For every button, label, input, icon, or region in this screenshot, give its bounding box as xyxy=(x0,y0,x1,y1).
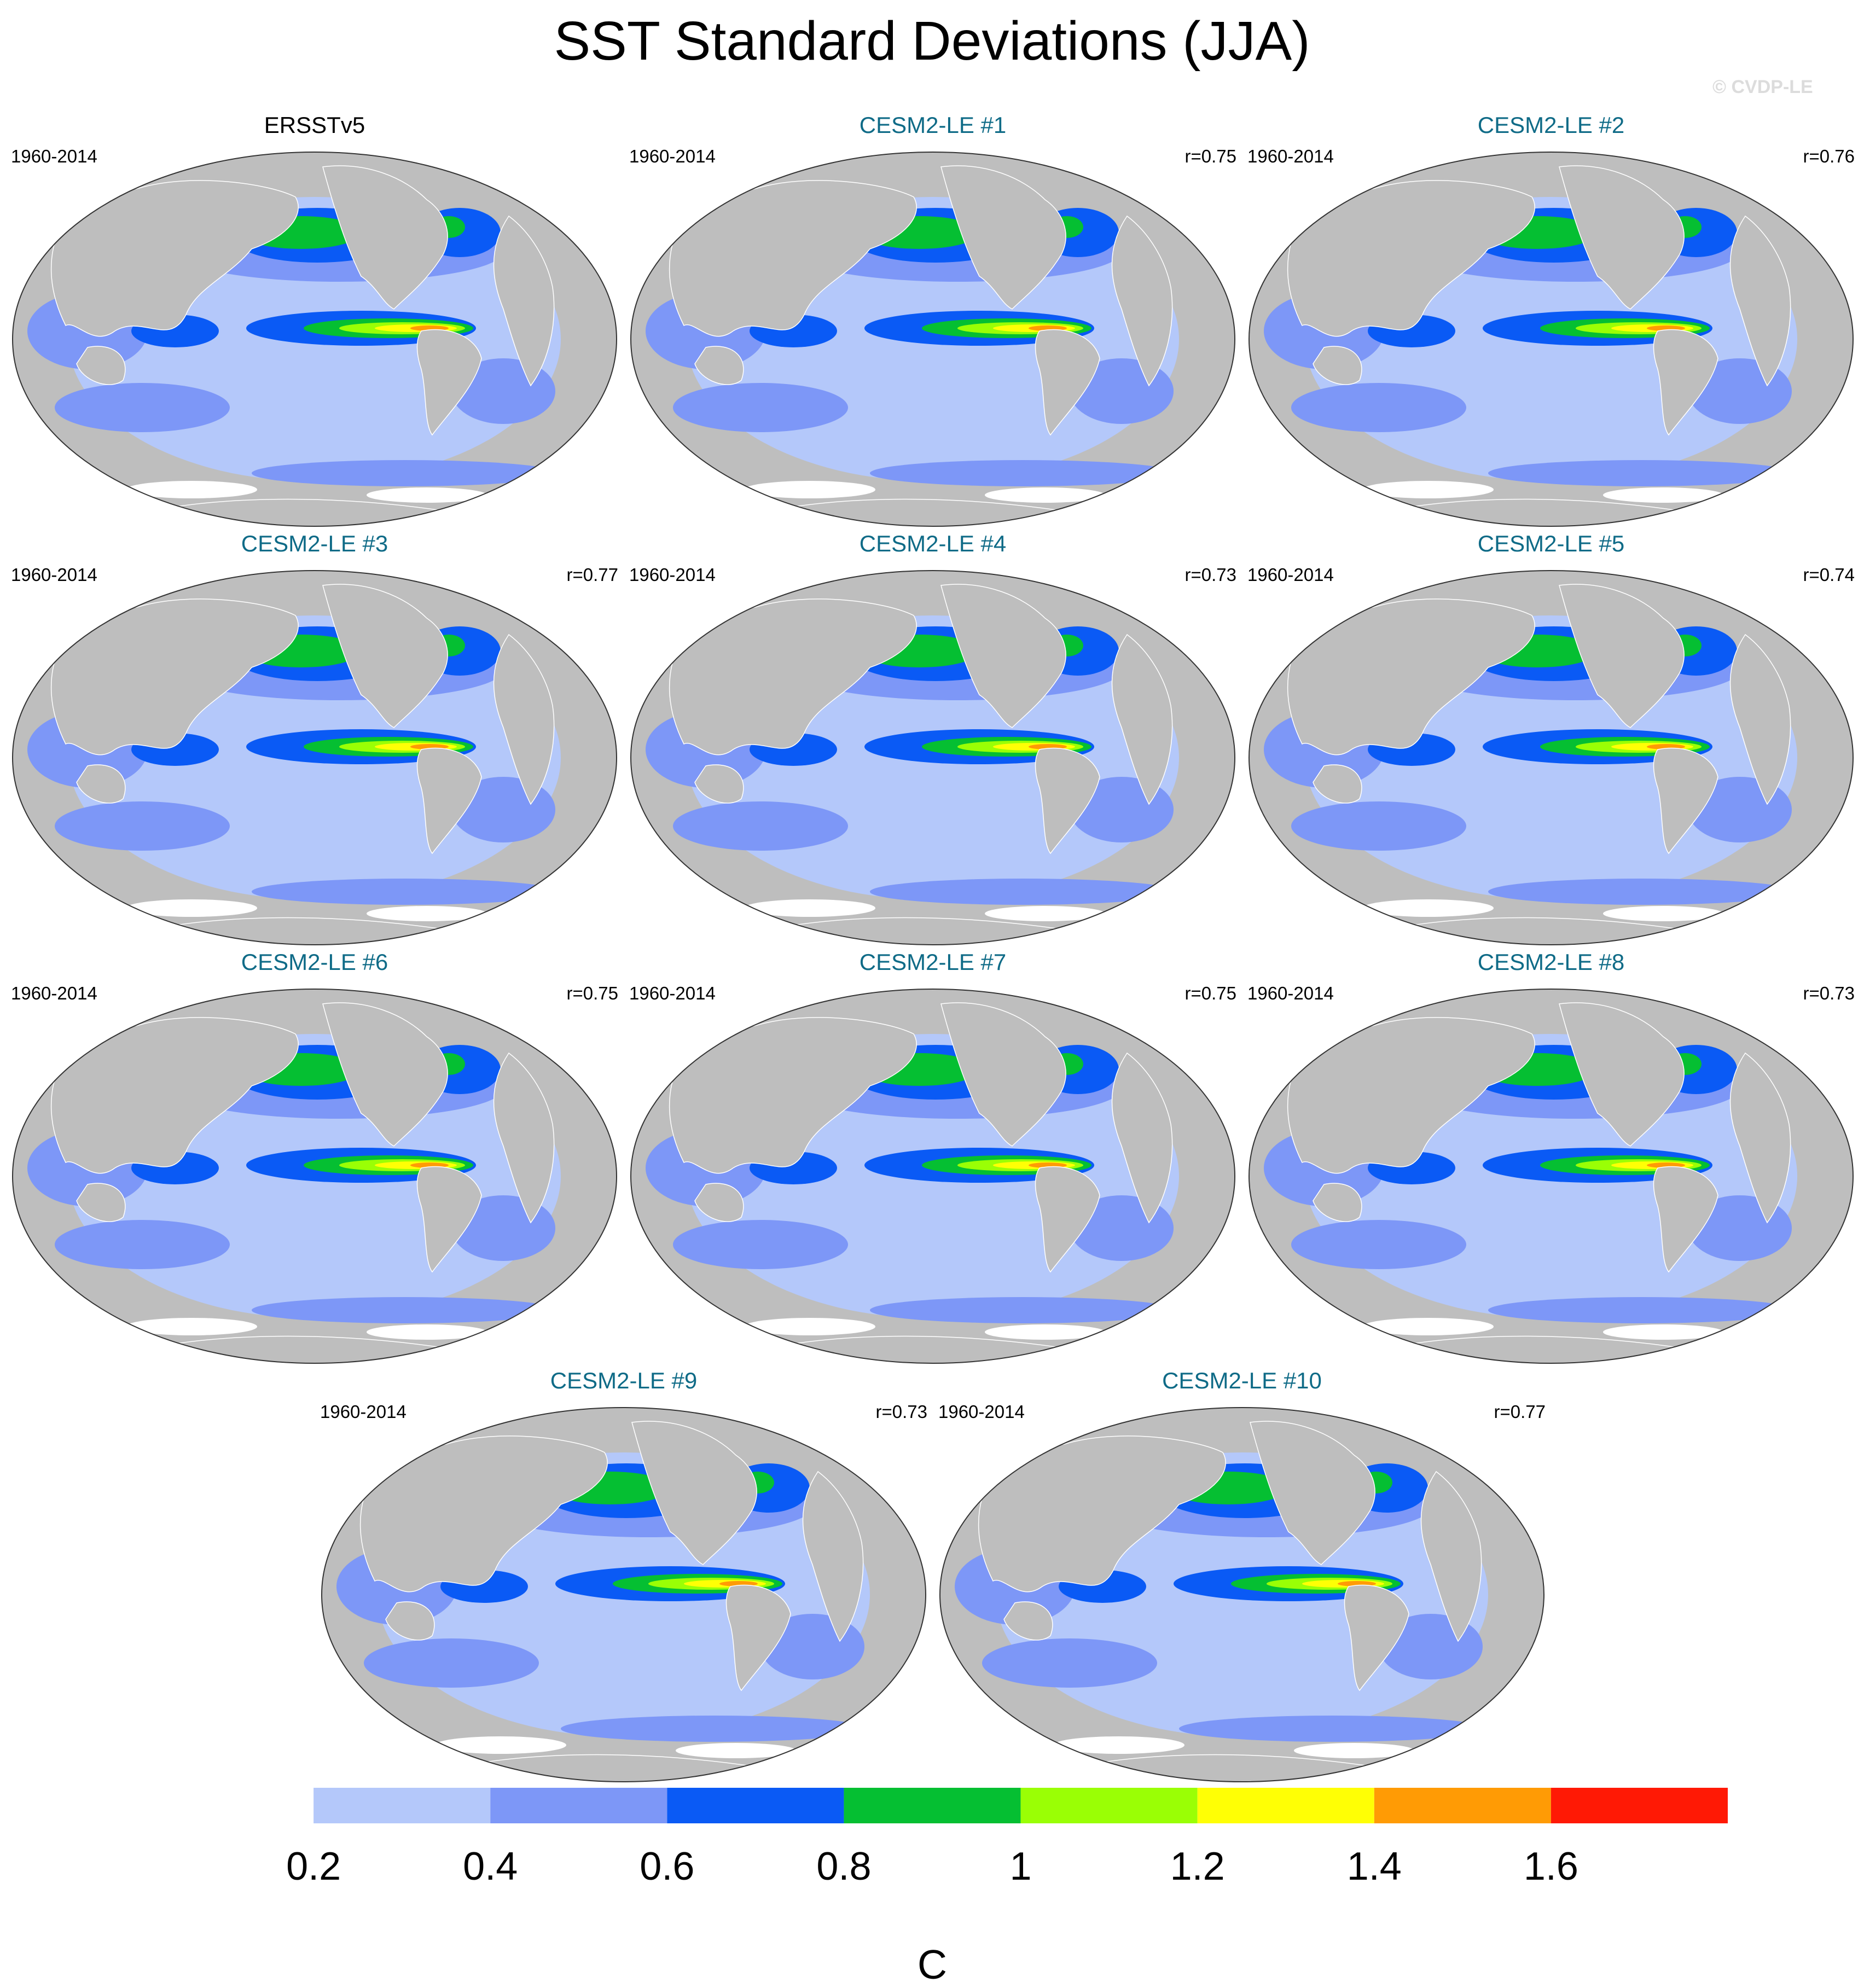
panel-period: 1960-2014 xyxy=(1247,983,1334,1003)
panel-title: CESM2-LE #10 xyxy=(1162,1368,1322,1393)
colorbar-swatch xyxy=(667,1788,844,1823)
panel-correlation: r=0.75 xyxy=(1184,146,1237,166)
sst-map xyxy=(630,989,1235,1364)
map-outline xyxy=(321,1407,926,1782)
colorbar-tick-label: 1 xyxy=(1010,1845,1032,1888)
page-title: SST Standard Deviations (JJA) xyxy=(554,10,1310,72)
sst-map xyxy=(12,570,617,945)
map-panel: CESM2-LE #8 1960-2014 r=0.73 xyxy=(1247,949,1855,1365)
colorbar-swatch xyxy=(137,1788,314,1823)
colorbar-swatch xyxy=(1551,1788,1728,1823)
map-outline xyxy=(1249,152,1854,527)
panel-title: CESM2-LE #5 xyxy=(1477,531,1625,556)
panel-title: CESM2-LE #3 xyxy=(241,531,388,556)
colorbar-graphic: 0.2 0.4 0.6 0.8 1 1.2 1.4 1.6 xyxy=(137,1788,1728,1888)
panel-title: CESM2-LE #7 xyxy=(859,949,1007,975)
map-outline xyxy=(12,152,617,527)
panel-period: 1960-2014 xyxy=(11,565,97,585)
panel-correlation: r=0.77 xyxy=(566,565,619,585)
colorbar-swatch xyxy=(1197,1788,1374,1823)
map-outline xyxy=(630,989,1235,1364)
colorbar-tick-label: 0.4 xyxy=(463,1845,518,1888)
colorbar-swatch xyxy=(844,1788,1021,1823)
colorbar-swatch xyxy=(313,1788,491,1823)
colorbar-unit: C xyxy=(917,1942,948,1987)
panel-title: CESM2-LE #2 xyxy=(1477,112,1625,138)
panel-title: CESM2-LE #1 xyxy=(859,112,1007,138)
sst-map xyxy=(1249,152,1854,527)
map-outline xyxy=(630,570,1235,945)
map-panel: CESM2-LE #9 1960-2014 r=0.73 xyxy=(320,1368,927,1783)
colorbar: 0.2 0.4 0.6 0.8 1 1.2 1.4 1.6 C xyxy=(137,1788,1728,1987)
map-panel: CESM2-LE #3 1960-2014 r=0.77 xyxy=(11,531,618,946)
map-outline xyxy=(12,989,617,1364)
map-panel: ERSSTv5 1960-2014 xyxy=(11,112,618,528)
colorbar-tick-label: 1.4 xyxy=(1347,1845,1402,1888)
sst-map xyxy=(12,989,617,1364)
colorbar-tick-label: 0.8 xyxy=(816,1845,871,1888)
colorbar-swatch xyxy=(1020,1788,1198,1823)
colorbar-swatch xyxy=(1374,1788,1551,1823)
panel-correlation: r=0.77 xyxy=(1494,1402,1546,1422)
panel-title: CESM2-LE #4 xyxy=(859,531,1007,556)
panel-title: CESM2-LE #6 xyxy=(241,949,388,975)
panel-correlation: r=0.75 xyxy=(566,983,619,1003)
map-panel: CESM2-LE #6 1960-2014 r=0.75 xyxy=(11,949,618,1365)
panel-period: 1960-2014 xyxy=(1247,565,1334,585)
sst-map xyxy=(12,152,617,527)
panel-correlation: r=0.76 xyxy=(1803,146,1855,166)
map-panel: CESM2-LE #4 1960-2014 r=0.73 xyxy=(629,531,1236,946)
colorbar-swatch xyxy=(490,1788,667,1823)
sst-map xyxy=(630,152,1235,527)
panel-title: ERSSTv5 xyxy=(264,112,365,138)
panel-period: 1960-2014 xyxy=(11,146,97,166)
panel-correlation: r=0.73 xyxy=(875,1402,928,1422)
map-panel: CESM2-LE #7 1960-2014 r=0.75 xyxy=(629,949,1236,1365)
map-outline xyxy=(939,1407,1544,1782)
map-panel: CESM2-LE #2 1960-2014 r=0.76 xyxy=(1247,112,1855,528)
sst-map xyxy=(321,1407,926,1782)
panel-correlation: r=0.74 xyxy=(1803,565,1855,585)
map-panel: CESM2-LE #5 1960-2014 r=0.74 xyxy=(1247,531,1855,946)
colorbar-tick-label: 0.2 xyxy=(286,1845,341,1888)
colorbar-tick-label: 1.2 xyxy=(1170,1845,1225,1888)
panel-correlation: r=0.73 xyxy=(1803,983,1855,1003)
sst-map xyxy=(1249,989,1854,1364)
map-outline xyxy=(1249,989,1854,1364)
sst-map xyxy=(630,570,1235,945)
panel-period: 1960-2014 xyxy=(629,983,716,1003)
sst-map xyxy=(1249,570,1854,945)
panel-period: 1960-2014 xyxy=(938,1402,1025,1422)
panel-correlation: r=0.73 xyxy=(1184,565,1237,585)
panel-title: CESM2-LE #9 xyxy=(550,1368,698,1393)
panel-period: 1960-2014 xyxy=(320,1402,407,1422)
panel-period: 1960-2014 xyxy=(629,565,716,585)
map-panel: CESM2-LE #1 1960-2014 r=0.75 xyxy=(629,112,1236,528)
map-outline xyxy=(630,152,1235,527)
sst-map xyxy=(939,1407,1544,1782)
panel-title: CESM2-LE #8 xyxy=(1477,949,1625,975)
map-panel: CESM2-LE #10 1960-2014 r=0.77 xyxy=(938,1368,1546,1783)
map-outline xyxy=(12,570,617,945)
colorbar-tick-label: 1.6 xyxy=(1524,1845,1578,1888)
panel-period: 1960-2014 xyxy=(1247,146,1334,166)
watermark: © CVDP-LE xyxy=(1712,77,1813,97)
panel-period: 1960-2014 xyxy=(629,146,716,166)
panel-period: 1960-2014 xyxy=(11,983,97,1003)
panel-correlation: r=0.75 xyxy=(1184,983,1237,1003)
colorbar-tick-label: 0.6 xyxy=(640,1845,694,1888)
map-outline xyxy=(1249,570,1854,945)
